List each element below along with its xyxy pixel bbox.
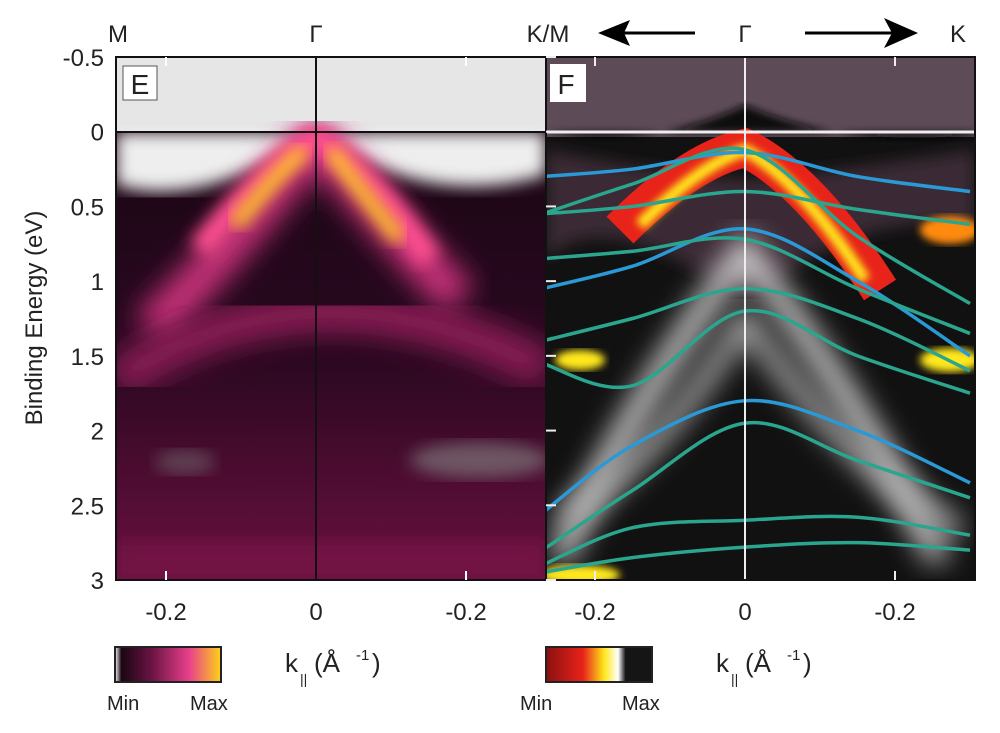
svg-text:(Å: (Å — [745, 648, 772, 678]
y-tick-label: 2.5 — [71, 493, 104, 520]
top-label-gamma-f: Γ — [738, 21, 751, 48]
panel-label-f: F — [557, 69, 574, 100]
y-tick-label: 1 — [91, 269, 104, 296]
y-tick-label: 0.5 — [71, 194, 104, 221]
left-arrow-icon — [598, 20, 695, 46]
right-arrow-icon — [805, 18, 918, 48]
svg-text:k: k — [285, 648, 299, 678]
x-axis-label-e: k || (Å -1 ) — [285, 647, 381, 687]
panel-e-heatmap — [116, 57, 546, 580]
svg-text:-1: -1 — [787, 647, 800, 664]
x-tick-label: -0.2 — [874, 599, 915, 626]
colorbar-e-max: Max — [190, 693, 228, 715]
x-tick-label: 0 — [309, 599, 322, 626]
colorbar-f — [545, 646, 653, 683]
top-label-k-m: K/M — [527, 21, 570, 48]
top-label-k: K — [950, 21, 966, 48]
panel-label-f-box — [550, 64, 586, 102]
y-axis-label: Binding Energy (eV) — [21, 211, 48, 426]
svg-text:||: || — [300, 671, 307, 687]
colorbar-f-max: Max — [622, 693, 660, 715]
panel-f-heatmap — [546, 57, 975, 580]
x-tick-label: -0.2 — [445, 599, 486, 626]
svg-text:): ) — [803, 648, 812, 678]
svg-text:(Å: (Å — [314, 648, 341, 678]
panel-label-e-box — [122, 65, 158, 101]
svg-text:-1: -1 — [356, 647, 369, 664]
x-tick-label: 0 — [738, 599, 751, 626]
y-tick-label: 1.5 — [71, 344, 104, 371]
x-tick-label: -0.2 — [574, 599, 615, 626]
top-label-m: M — [108, 21, 128, 48]
colorbar-e-min: Min — [107, 693, 139, 715]
y-tick-label: -0.5 — [63, 45, 104, 72]
x-tick-label: -0.2 — [145, 599, 186, 626]
x-axis-label-f: k || (Å -1 ) — [716, 647, 812, 687]
svg-text:k: k — [716, 648, 730, 678]
colorbar-f-min: Min — [520, 693, 552, 715]
y-tick-label: 2 — [91, 419, 104, 446]
y-tick-label: 3 — [91, 568, 104, 595]
band-line-1 — [546, 146, 971, 306]
band-line-4 — [546, 236, 971, 336]
axis-ticks: -0.5 0 0.5 1 1.5 2 2.5 3 -0.2 0 -0.2 -0.2 0 -0.2 — [63, 45, 916, 626]
colorbar-e — [114, 646, 222, 683]
top-label-gamma-e: Γ — [309, 21, 322, 48]
svg-text:||: || — [731, 671, 738, 687]
svg-text:): ) — [372, 648, 381, 678]
y-tick-label: 0 — [91, 120, 104, 147]
panel-label-e: E — [131, 69, 150, 100]
